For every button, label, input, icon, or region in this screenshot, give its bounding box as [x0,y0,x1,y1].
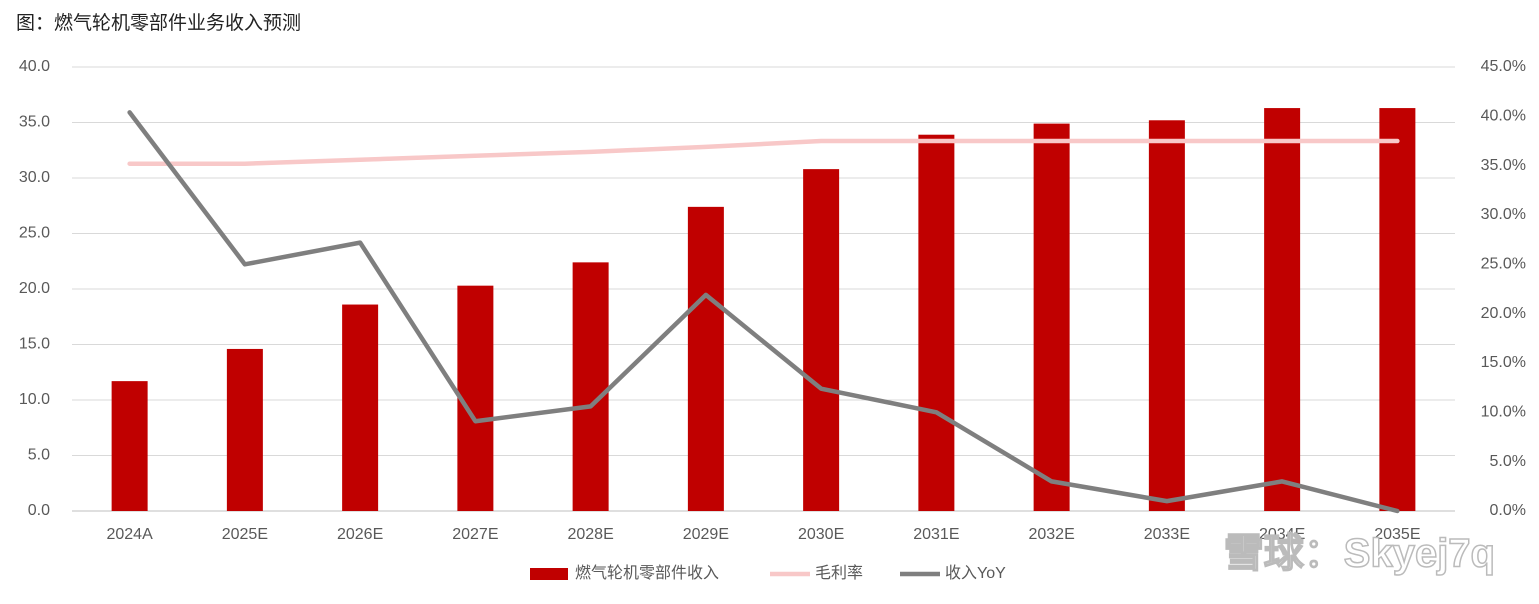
x-tick-label: 2030E [798,526,844,543]
x-tick-label: 2024A [106,526,153,543]
bar [457,285,494,511]
bar [1379,108,1416,511]
bar [342,304,379,511]
y2-tick-label: 0.0% [1490,502,1526,519]
x-tick-label: 2035E [1374,526,1420,543]
y-tick-label: 5.0 [28,447,50,464]
legend-label: 收入YoY [945,564,1006,582]
line [127,138,1400,166]
x-tick-label: 2029E [683,526,729,543]
y2-tick-label: 20.0% [1481,305,1526,322]
y-tick-label: 15.0 [19,336,50,353]
y-tick-label: 10.0 [19,391,50,408]
bar [918,134,955,511]
bar [1148,120,1185,511]
legend-label: 燃气轮机零部件收入 [575,564,719,582]
x-tick-label: 2031E [913,526,959,543]
x-tick-label: 2027E [452,526,498,543]
x-tick-label: 2034E [1259,526,1305,543]
x-tick-label: 2033E [1144,526,1190,543]
x-tick-label: 2032E [1028,526,1074,543]
y-tick-label: 40.0 [19,58,50,75]
y2-tick-label: 35.0% [1481,157,1526,174]
bar [687,206,724,512]
y-tick-label: 25.0 [19,225,50,242]
watermark: 雪球：Skyej7q [1224,532,1495,576]
y-tick-label: 20.0 [19,280,50,297]
bar [572,262,609,511]
x-tick-label: 2026E [337,526,383,543]
line [127,110,1400,514]
y2-tick-label: 25.0% [1481,256,1526,273]
y-tick-label: 30.0 [19,169,50,186]
y-tick-label: 35.0 [19,114,50,131]
y2-tick-label: 5.0% [1490,453,1526,470]
bar [111,381,148,511]
y2-tick-label: 40.0% [1481,108,1526,125]
bar [803,169,840,511]
x-tick-label: 2025E [222,526,268,543]
bar [226,348,263,511]
x-tick-label: 2028E [567,526,613,543]
y2-tick-label: 10.0% [1481,404,1526,421]
chart-title: 图：燃气轮机零部件业务收入预测 [16,12,301,34]
bar [1264,108,1301,511]
legend-label: 毛利率 [815,564,863,582]
bar [1033,123,1070,512]
legend-swatch [530,568,568,580]
y2-tick-label: 15.0% [1481,354,1526,371]
y2-tick-label: 30.0% [1481,206,1526,223]
y2-tick-label: 45.0% [1481,58,1526,75]
y-tick-label: 0.0 [28,502,50,519]
